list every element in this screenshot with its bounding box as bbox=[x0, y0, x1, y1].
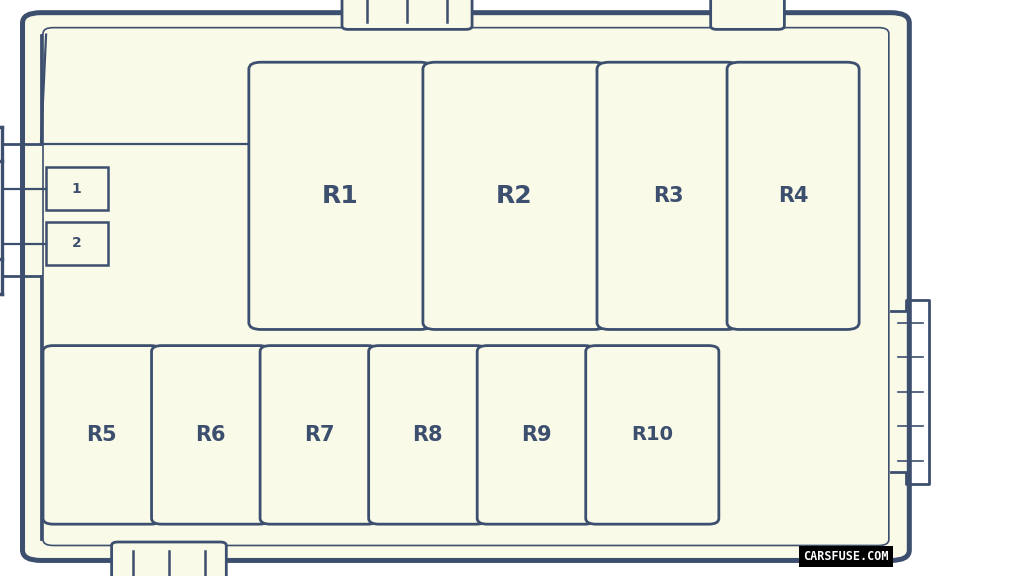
Text: 2: 2 bbox=[72, 236, 82, 251]
FancyBboxPatch shape bbox=[711, 0, 784, 29]
Bar bbox=[46, 167, 108, 210]
Text: CARSFUSE.COM: CARSFUSE.COM bbox=[804, 550, 889, 563]
Text: R6: R6 bbox=[196, 425, 225, 445]
Text: R4: R4 bbox=[778, 186, 808, 206]
Text: R2: R2 bbox=[497, 184, 532, 208]
Text: R3: R3 bbox=[653, 186, 683, 206]
Text: R7: R7 bbox=[304, 425, 334, 445]
FancyBboxPatch shape bbox=[23, 13, 909, 560]
FancyBboxPatch shape bbox=[152, 346, 269, 524]
Text: R5: R5 bbox=[87, 425, 117, 445]
FancyBboxPatch shape bbox=[369, 346, 486, 524]
FancyBboxPatch shape bbox=[249, 62, 432, 329]
FancyBboxPatch shape bbox=[597, 62, 739, 329]
FancyBboxPatch shape bbox=[586, 346, 719, 524]
Bar bbox=[46, 222, 108, 265]
FancyBboxPatch shape bbox=[423, 62, 606, 329]
FancyBboxPatch shape bbox=[43, 346, 161, 524]
Text: R10: R10 bbox=[631, 426, 674, 444]
Text: 1: 1 bbox=[72, 181, 82, 196]
Text: R1: R1 bbox=[323, 184, 358, 208]
FancyBboxPatch shape bbox=[112, 542, 226, 576]
FancyBboxPatch shape bbox=[727, 62, 859, 329]
Text: R9: R9 bbox=[521, 425, 551, 445]
FancyBboxPatch shape bbox=[342, 0, 472, 29]
Text: R8: R8 bbox=[413, 425, 442, 445]
FancyBboxPatch shape bbox=[477, 346, 595, 524]
FancyBboxPatch shape bbox=[260, 346, 378, 524]
